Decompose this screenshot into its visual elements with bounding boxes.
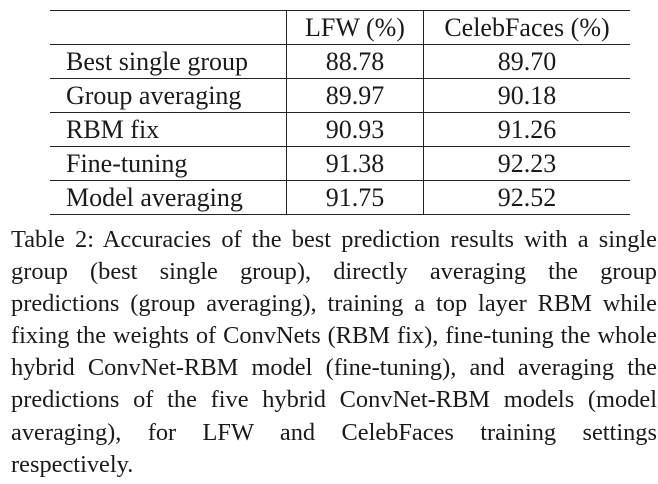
table-row: Fine-tuning 91.38 92.23: [50, 146, 630, 181]
method-cell: Fine-tuning: [50, 146, 287, 181]
method-cell: Model averaging: [50, 180, 287, 215]
method-cell: Group averaging: [50, 78, 287, 113]
celebfaces-cell: 90.18: [423, 78, 630, 113]
method-cell: RBM fix: [50, 112, 287, 147]
table-row: Group averaging 89.97 90.18: [50, 78, 630, 113]
table-header-row: LFW (%) CelebFaces (%): [50, 10, 630, 45]
header-method: [50, 10, 287, 45]
results-table: LFW (%) CelebFaces (%) Best single group…: [50, 10, 630, 215]
lfw-cell: 89.97: [286, 78, 424, 113]
lfw-cell: 88.78: [286, 44, 424, 79]
celebfaces-cell: 92.52: [423, 180, 630, 215]
table-caption: Table 2: Accuracies of the best predicti…: [11, 226, 657, 478]
celebfaces-cell: 91.26: [423, 112, 630, 147]
header-lfw: LFW (%): [286, 10, 424, 45]
lfw-cell: 91.75: [286, 180, 424, 215]
lfw-cell: 90.93: [286, 112, 424, 147]
lfw-cell: 91.38: [286, 146, 424, 181]
table-row: Model averaging 91.75 92.52: [50, 180, 630, 215]
celebfaces-cell: 89.70: [423, 44, 630, 79]
table-row: Best single group 88.78 89.70: [50, 44, 630, 79]
celebfaces-cell: 92.23: [423, 146, 630, 181]
table-row: RBM fix 90.93 91.26: [50, 112, 630, 147]
method-cell: Best single group: [50, 44, 287, 79]
header-celebfaces: CelebFaces (%): [423, 10, 630, 45]
